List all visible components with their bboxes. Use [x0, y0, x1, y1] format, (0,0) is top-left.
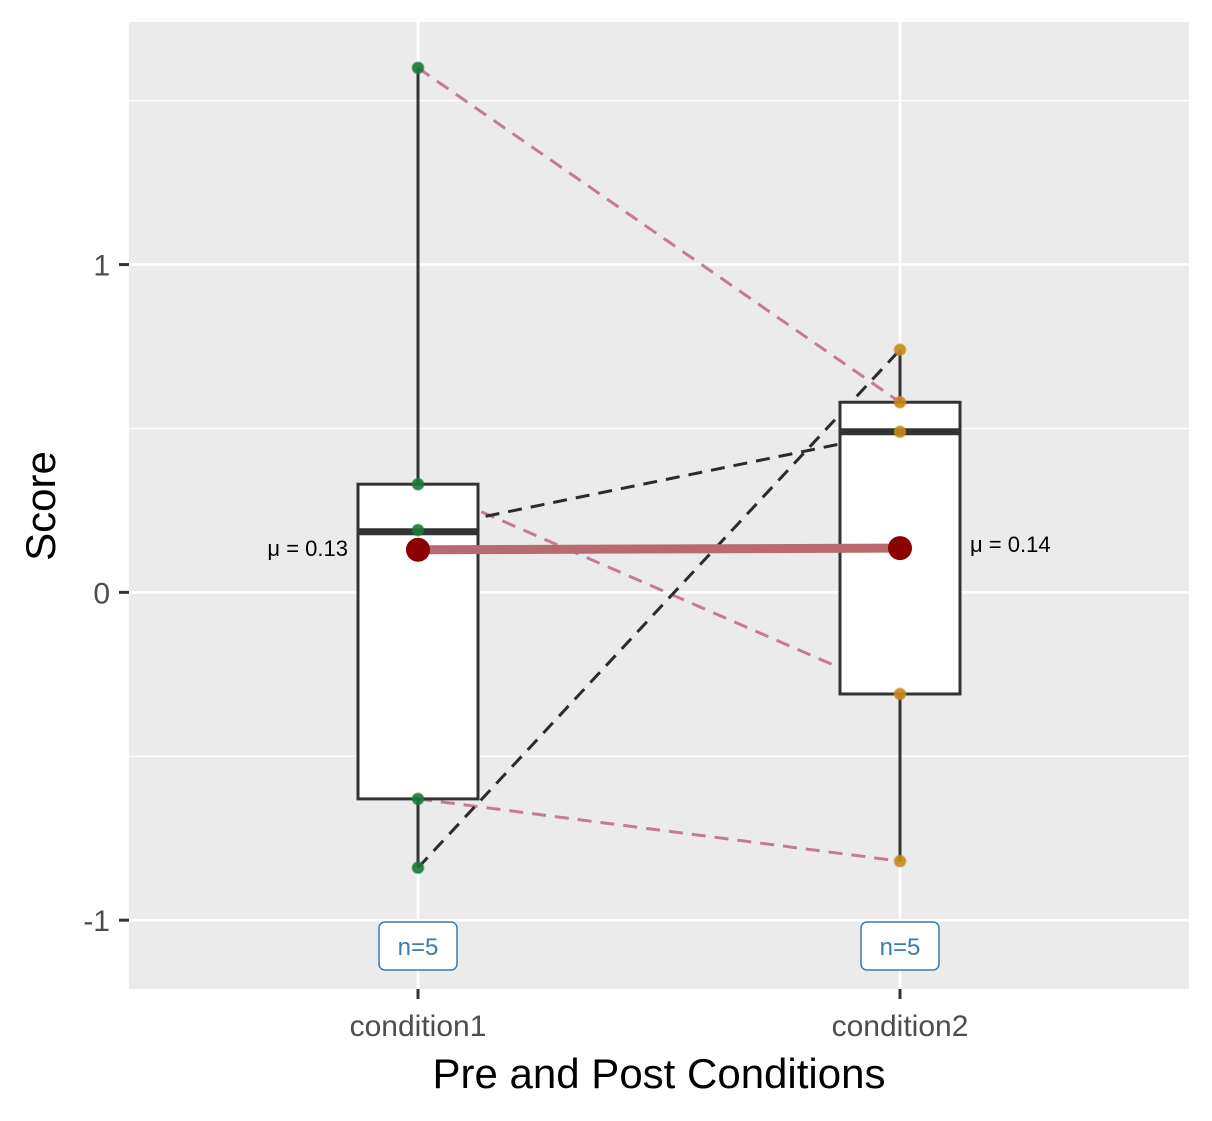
y-tick-label: -1	[83, 905, 110, 938]
y-axis-title: Score	[17, 451, 64, 561]
n-label: n=5	[880, 934, 921, 961]
x-tick-label: condition1	[350, 1010, 487, 1043]
n-label-box	[378, 921, 458, 971]
data-point	[893, 343, 907, 357]
mean-label: μ = 0.14	[970, 532, 1051, 557]
paired-line-increase	[417, 430, 901, 532]
y-tick-label: 1	[93, 250, 110, 283]
data-point	[411, 61, 425, 75]
data-points	[411, 61, 907, 875]
mean-point	[888, 536, 912, 561]
data-point	[411, 861, 425, 875]
data-point	[893, 687, 907, 701]
mean-point	[406, 537, 430, 562]
data-point	[411, 477, 425, 491]
paired-lines	[416, 66, 902, 869]
data-point	[411, 523, 425, 537]
x-axis-title: Pre and Post Conditions	[433, 1050, 886, 1097]
data-point	[411, 792, 425, 806]
y-tick-label: 0	[93, 577, 110, 610]
data-point	[893, 395, 907, 409]
annotation-layer: μ = 0.13 μ = 0.14 n=5 n=5	[267, 532, 1051, 971]
paired-line-decrease	[417, 797, 901, 863]
paired-line-decrease	[417, 482, 901, 696]
paired-line-increase	[416, 348, 902, 869]
n-label-box	[860, 921, 940, 971]
mean-connecting-line	[417, 543, 901, 555]
x-tick-label: condition2	[832, 1010, 969, 1043]
paired-line-decrease	[417, 66, 901, 404]
n-label: n=5	[398, 934, 439, 961]
data-point	[893, 854, 907, 868]
mean-layer	[406, 536, 912, 562]
data-point	[893, 425, 907, 439]
box	[356, 482, 480, 801]
axes: -1 0 1 condition1 condition2	[83, 250, 968, 1043]
plot-panel	[129, 22, 1189, 989]
mean-label: μ = 0.13	[267, 536, 348, 561]
